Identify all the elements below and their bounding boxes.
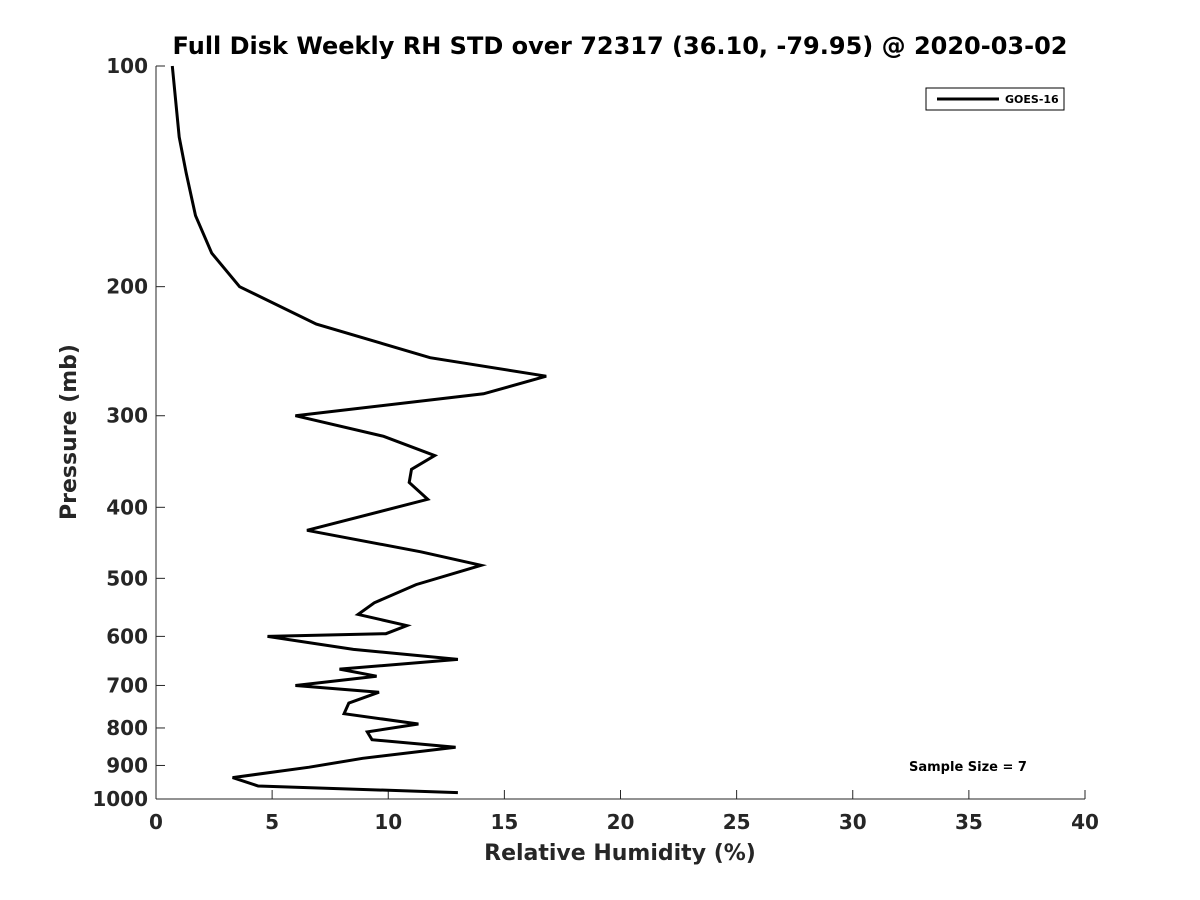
y-tick-label: 400 xyxy=(106,495,148,519)
y-tick-label: 700 xyxy=(106,673,148,697)
y-tick-label: 1000 xyxy=(92,787,148,811)
x-tick-label: 10 xyxy=(374,810,402,834)
legend: GOES-16 xyxy=(925,87,1065,111)
sample-size-annotation: Sample Size = 7 xyxy=(909,760,1027,775)
x-tick-label: 0 xyxy=(149,810,163,834)
y-tick-label: 300 xyxy=(106,404,148,428)
x-tick-label: 20 xyxy=(607,810,635,834)
y-tick-label: 600 xyxy=(106,624,148,648)
x-tick-label: 25 xyxy=(723,810,751,834)
x-tick-label: 40 xyxy=(1071,810,1099,834)
y-tick-label: 100 xyxy=(106,54,148,78)
x-tick-label: 5 xyxy=(265,810,279,834)
x-tick-label: 30 xyxy=(839,810,867,834)
y-axis-label: Pressure (mb) xyxy=(57,344,82,520)
y-tick-label: 200 xyxy=(106,275,148,299)
series-line-goes-16 xyxy=(170,65,547,795)
y-tick-label: 800 xyxy=(106,716,148,740)
x-axis-ticks: 0 5 10 15 20 25 30 35 40 xyxy=(149,790,1099,834)
y-axis-ticks: 100 200 300 400 500 600 700 800 900 1000 xyxy=(92,54,165,811)
legend-label-goes-16: GOES-16 xyxy=(1005,93,1059,106)
x-tick-label: 35 xyxy=(955,810,983,834)
series-layer xyxy=(170,65,547,795)
x-axis-label: Relative Humidity (%) xyxy=(484,841,756,866)
y-tick-label: 500 xyxy=(106,566,148,590)
y-tick-label: 900 xyxy=(106,753,148,777)
chart-title: Full Disk Weekly RH STD over 72317 (36.1… xyxy=(173,32,1068,60)
x-tick-label: 15 xyxy=(490,810,518,834)
